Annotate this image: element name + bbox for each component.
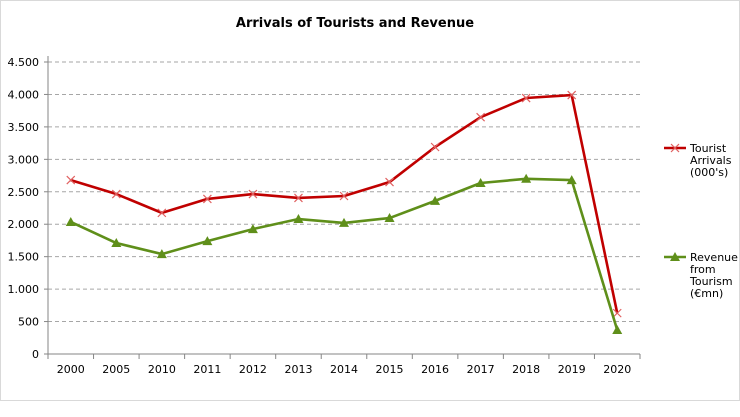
x-marker-stroke	[670, 143, 680, 153]
triangle-marker	[111, 238, 122, 248]
x-marker	[385, 177, 394, 187]
triangle-marker	[293, 214, 304, 224]
x-tick-label: 2011	[193, 363, 221, 376]
x-marker-stroke	[111, 189, 121, 199]
triangle-marker	[247, 224, 258, 234]
y-tick-label: 2.500	[8, 186, 40, 199]
x-marker-stroke	[66, 175, 76, 185]
x-marker-stroke	[202, 194, 212, 204]
legend-label: (000's)	[690, 166, 728, 179]
x-marker	[248, 189, 258, 199]
legend-label: Tourism	[689, 275, 733, 288]
legend-label: (€mn)	[690, 287, 723, 300]
x-marker-stroke	[476, 112, 486, 122]
x-marker-stroke	[430, 142, 440, 152]
triangle-marker	[65, 216, 76, 226]
x-marker	[339, 191, 349, 201]
x-tick-label: 2013	[284, 363, 312, 376]
x-tick-label: 2017	[467, 363, 495, 376]
triangle-marker	[521, 173, 532, 183]
x-marker-stroke	[612, 308, 622, 318]
triangle-marker	[566, 175, 577, 185]
x-marker-stroke	[567, 90, 577, 100]
x-marker	[567, 90, 577, 100]
y-tick-label: 500	[18, 316, 39, 329]
x-marker-stroke	[248, 189, 258, 199]
y-tick-label: 0	[32, 348, 39, 361]
x-marker	[66, 175, 76, 185]
x-tick-label: 2005	[102, 363, 130, 376]
triangle-marker	[156, 249, 167, 259]
x-marker	[294, 193, 303, 203]
x-marker-stroke	[385, 177, 394, 187]
y-tick-label: 3.500	[8, 121, 40, 134]
x-marker-stroke	[339, 191, 349, 201]
triangle-marker	[670, 252, 680, 261]
x-marker	[670, 143, 680, 153]
x-marker-stroke	[294, 193, 303, 203]
x-tick-label: 2020	[603, 363, 631, 376]
legend-label: Arrivals	[690, 154, 732, 167]
chart-title: Arrivals of Tourists and Revenue	[236, 16, 474, 31]
legend-label: from	[690, 263, 716, 276]
x-tick-label: 2018	[512, 363, 540, 376]
y-tick-label: 3.000	[8, 153, 40, 166]
y-tick-label: 2.000	[8, 218, 40, 231]
x-marker	[157, 208, 167, 218]
x-tick-label: 2015	[376, 363, 404, 376]
x-tick-label: 2000	[57, 363, 85, 376]
x-marker-stroke	[157, 208, 167, 218]
x-marker	[476, 112, 486, 122]
y-tick-label: 1.000	[8, 283, 40, 296]
legend-label: Revenue	[690, 251, 738, 264]
x-marker	[111, 189, 121, 199]
triangle-marker	[475, 178, 486, 188]
legend-label: Tourist	[689, 142, 727, 155]
x-marker	[521, 93, 531, 103]
triangle-marker	[612, 324, 623, 334]
triangle-marker	[202, 236, 213, 246]
x-tick-label: 2016	[421, 363, 449, 376]
y-tick-label: 4.000	[8, 88, 40, 101]
triangle-marker	[339, 217, 349, 227]
x-marker-stroke	[521, 93, 531, 103]
chart-border	[0, 0, 740, 401]
x-tick-label: 2010	[148, 363, 176, 376]
x-tick-label: 2019	[558, 363, 586, 376]
x-tick-label: 2014	[330, 363, 358, 376]
x-marker	[430, 142, 440, 152]
x-tick-label: 2012	[239, 363, 267, 376]
triangle-marker	[384, 213, 395, 223]
triangle-marker	[430, 195, 441, 205]
y-tick-label: 1.500	[8, 251, 40, 264]
y-tick-label: 4.500	[8, 56, 40, 69]
x-marker	[202, 194, 212, 204]
x-marker	[612, 308, 622, 318]
